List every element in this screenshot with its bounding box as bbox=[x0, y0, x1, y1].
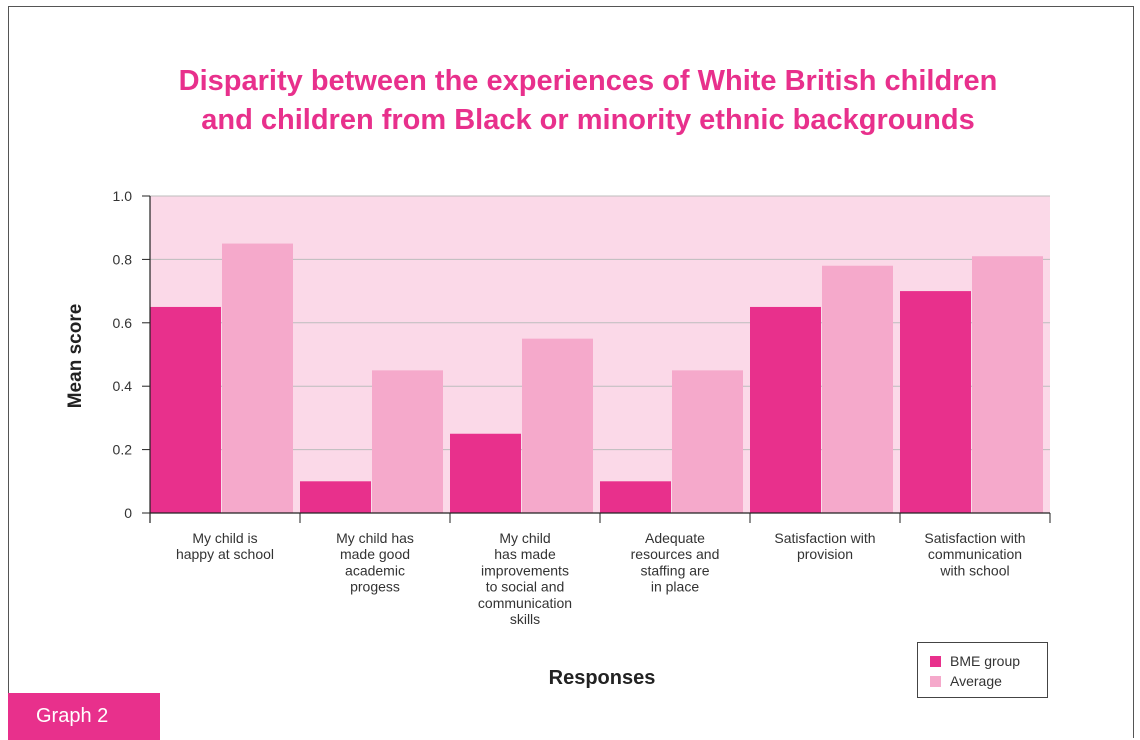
bar-bme-4 bbox=[600, 481, 671, 513]
legend-swatch-bme bbox=[930, 655, 941, 667]
chart-title: Disparity between the experiences of Whi… bbox=[178, 65, 998, 136]
x-category-label: My child is happy at school bbox=[176, 530, 274, 562]
y-tick-label: 0.2 bbox=[113, 442, 133, 458]
legend-item-average: Average bbox=[930, 671, 1047, 691]
x-category-label: My child has made good academic progess bbox=[336, 530, 414, 595]
bar-average-3 bbox=[522, 338, 593, 513]
graph-caption-tab: Graph 2 bbox=[8, 693, 160, 740]
legend-item-bme: BME group bbox=[930, 651, 1047, 671]
x-category-label: Adequate resources and staffing are in plac… bbox=[631, 530, 720, 595]
y-tick-label: 0.4 bbox=[113, 378, 133, 394]
bar-average-1 bbox=[222, 243, 293, 514]
bar-average-4 bbox=[672, 370, 743, 513]
y-tick-label: 1.0 bbox=[113, 188, 133, 204]
y-tick-label: 0.6 bbox=[113, 315, 133, 331]
legend-label-average: Average bbox=[950, 673, 1002, 689]
x-category-label: Satisfaction with communication with schoo… bbox=[924, 530, 1025, 578]
bar-bme-2 bbox=[300, 481, 371, 513]
legend: BME group Average bbox=[917, 642, 1048, 698]
x-category-label: My child has made improvements to social an… bbox=[478, 530, 572, 627]
bar-average-2 bbox=[372, 370, 443, 513]
figure-frame bbox=[8, 6, 1134, 738]
bar-average-6 bbox=[972, 256, 1043, 513]
bar-average-5 bbox=[822, 265, 893, 513]
y-tick-label: 0.8 bbox=[113, 251, 133, 267]
y-axis-title: Mean score bbox=[65, 304, 86, 409]
bar-bme-6 bbox=[900, 291, 971, 513]
legend-label-bme: BME group bbox=[950, 653, 1021, 669]
y-tick-label: 0 bbox=[124, 505, 132, 521]
bar-bme-5 bbox=[750, 306, 821, 513]
bar-bme-1 bbox=[150, 306, 221, 513]
legend-swatch-average bbox=[930, 675, 941, 687]
bar-bme-3 bbox=[450, 433, 521, 513]
x-category-label: Satisfaction with provision bbox=[774, 530, 875, 562]
x-axis-title: Responses bbox=[549, 667, 656, 689]
